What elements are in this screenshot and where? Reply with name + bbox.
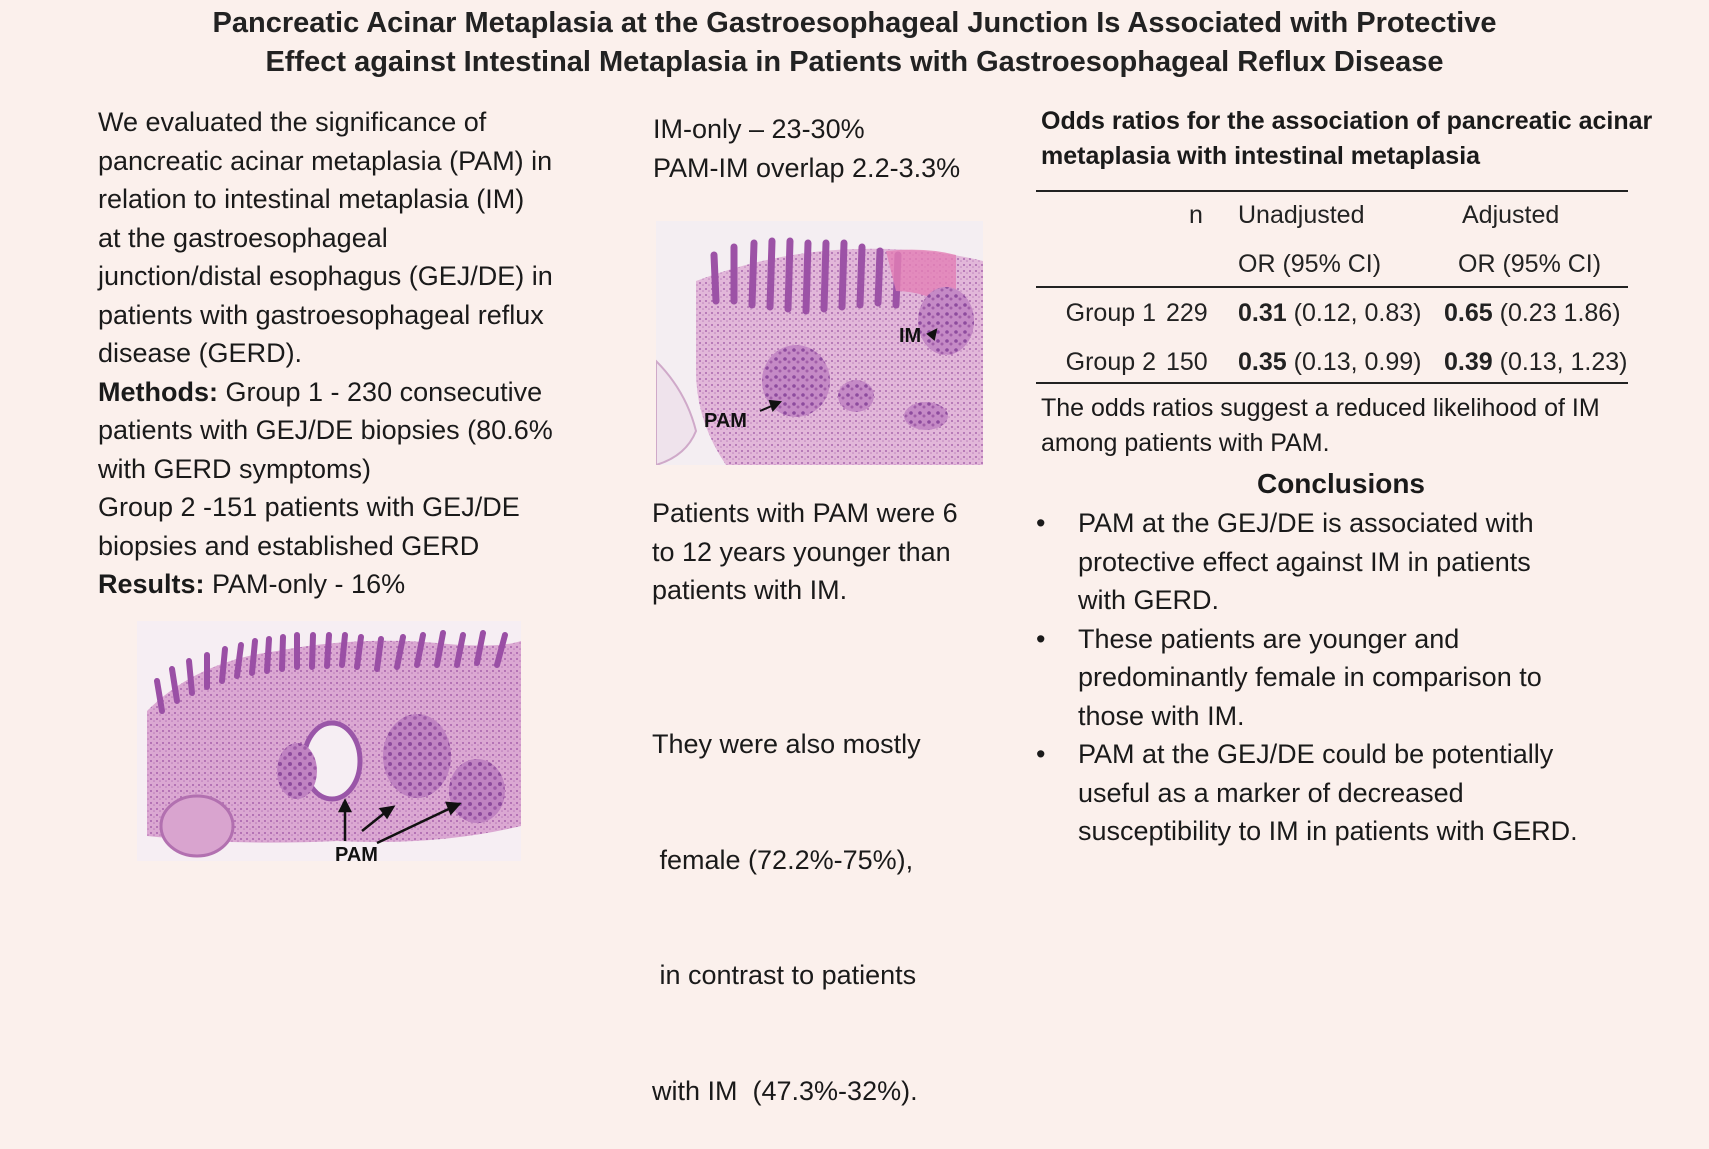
methods-label: Methods:: [98, 376, 218, 407]
unadjusted-ci: (0.13, 0.99): [1286, 348, 1422, 376]
bullet-icon: •: [1036, 623, 1046, 654]
age-line: to 12 years younger than: [652, 536, 951, 567]
table-bottom-rule: [1036, 382, 1628, 384]
n-cell: 150: [1166, 348, 1208, 376]
intro-line: pancreatic acinar metaplasia (PAM) in: [98, 145, 553, 176]
adjusted-or: 0.39: [1444, 348, 1493, 376]
methods-line: with GERD symptoms): [98, 453, 372, 484]
conclusion-line: predominantly female in comparison to: [1078, 662, 1542, 692]
methods-line: patients with GEJ/DE biopsies (80.6%: [98, 415, 553, 445]
results-text: PAM-only - 16%: [204, 569, 406, 599]
header-cell-or-ci: OR (95% CI): [1458, 250, 1602, 278]
adjusted-cell: 0.39 (0.13, 1.23): [1440, 338, 1628, 387]
table-title-line: Odds ratios for the association of pancr…: [1041, 107, 1653, 135]
adjusted-or: 0.65: [1444, 299, 1493, 327]
pam-label: PAM: [704, 410, 747, 432]
conclusion-line: These patients are younger and: [1078, 623, 1460, 654]
table-row: Group 2 150 0.35 (0.13, 0.99) 0.39 (0.13…: [1036, 338, 1628, 387]
table-title: Odds ratios for the association of pancr…: [1041, 104, 1681, 174]
conclusion-line: PAM at the GEJ/DE could be potentially: [1078, 739, 1554, 769]
age-text: Patients with PAM were 6 to 12 years you…: [652, 494, 992, 610]
im-label: IM: [899, 325, 921, 347]
conclusion-item: • PAM at the GEJ/DE is associated with p…: [1036, 504, 1686, 620]
overlap-line: PAM-IM overlap 2.2-3.3%: [653, 152, 961, 183]
header-cell-or-ci: OR (95% CI): [1238, 250, 1382, 278]
female-line: in contrast to patients: [652, 960, 917, 990]
odds-ratio-table: n Unadjusted Adjusted OR (95% CI) OR (95…: [1036, 191, 1628, 387]
header-cell-unadjusted: Unadjusted: [1238, 201, 1365, 229]
bullet-icon: •: [1036, 739, 1046, 769]
conclusion-line: susceptibility to IM in patients with GE…: [1078, 816, 1578, 846]
table-note-line: The odds ratios suggest a reduced likeli…: [1041, 394, 1600, 422]
unadjusted-cell: 0.31 (0.12, 0.83): [1226, 289, 1440, 338]
methods-line: Methods: Group 1 - 230 consecutive: [98, 373, 618, 412]
unadjusted-cell: 0.35 (0.13, 0.99): [1226, 338, 1440, 387]
adjusted-cell: 0.65 (0.23 1.86): [1440, 289, 1628, 338]
age-line: Patients with PAM were 6: [652, 498, 958, 528]
title-line-2: Effect against Intestinal Metaplasia in …: [265, 46, 1444, 78]
conclusion-line: PAM at the GEJ/DE is associated with: [1078, 508, 1534, 538]
adjusted-ci: (0.13, 1.23): [1492, 348, 1628, 376]
intro-line: relation to intestinal metaplasia (IM): [98, 184, 525, 214]
table-note: The odds ratios suggest a reduced likeli…: [1041, 391, 1681, 461]
histology-image-pam-im: IM PAM: [656, 221, 983, 465]
table-header-row: n Unadjusted Adjusted: [1036, 191, 1628, 240]
conclusion-item: • PAM at the GEJ/DE could be potentially…: [1036, 735, 1686, 851]
group2-line: biopsies and established GERD: [98, 530, 480, 561]
female-line: female (72.2%-75%),: [652, 844, 914, 875]
table-row: Group 1 229 0.31 (0.12, 0.83) 0.65 (0.23…: [1036, 289, 1628, 338]
intro-line: patients with gastroesophageal reflux: [98, 299, 544, 330]
results-line: Results: PAM-only - 16%: [98, 565, 618, 604]
female-line: with IM (47.3%-32%).: [652, 1075, 918, 1106]
histology-image-pam-im-drawing: IM PAM: [656, 237, 983, 465]
table-title-line: metaplasia with intestinal metaplasia: [1041, 142, 1481, 170]
title-line-1: Pancreatic Acinar Metaplasia at the Gast…: [212, 7, 1497, 39]
intro-line: disease (GERD).: [98, 338, 303, 368]
group2-line: Group 2 -151 patients with GEJ/DE: [98, 492, 520, 522]
table-top-rule: [1036, 190, 1628, 192]
poster-title: Pancreatic Acinar Metaplasia at the Gast…: [0, 4, 1709, 82]
intro-line: junction/distal esophagus (GEJ/DE) in: [98, 261, 553, 291]
unadjusted-or: 0.35: [1238, 348, 1287, 376]
table-header-rule: [1036, 286, 1628, 288]
intro-line: at the gastroesophageal: [98, 222, 388, 253]
table-header-row: OR (95% CI) OR (95% CI): [1036, 240, 1628, 289]
female-text: They were also mostly female (72.2%-75%)…: [652, 648, 992, 1149]
left-column-text: We evaluated the significance of pancrea…: [98, 103, 618, 604]
conclusion-item: • These patients are younger and predomi…: [1036, 620, 1686, 736]
results-label: Results:: [98, 569, 205, 599]
n-cell: 229: [1166, 299, 1208, 327]
unadjusted-ci: (0.12, 0.83): [1286, 299, 1422, 327]
im-only-line: IM-only – 23-30%: [653, 114, 865, 144]
table-note-line: among patients with PAM.: [1041, 429, 1330, 457]
group-cell: Group 1: [1065, 299, 1156, 327]
header-cell: [1036, 191, 1166, 240]
group-cell: Group 2: [1065, 348, 1156, 376]
conclusion-line: those with IM.: [1078, 700, 1245, 731]
header-cell: [1166, 240, 1226, 289]
histology-image-pam-drawing: PAM: [137, 621, 521, 861]
middle-top-text: IM-only – 23-30% PAM-IM overlap 2.2-3.3%: [653, 110, 973, 187]
header-cell: [1036, 240, 1166, 289]
conclusion-line: with GERD.: [1078, 585, 1220, 615]
conclusion-line: protective effect against IM in patients: [1078, 546, 1531, 577]
conclusions-heading: Conclusions: [1256, 468, 1425, 499]
intro-line: We evaluated the significance of: [98, 107, 487, 137]
conclusion-line: useful as a marker of decreased: [1078, 777, 1464, 808]
pam-label: PAM: [335, 844, 378, 861]
unadjusted-or: 0.31: [1238, 299, 1287, 327]
age-line: patients with IM.: [652, 575, 848, 605]
methods-text: Group 1 - 230 consecutive: [217, 376, 543, 407]
female-line: They were also mostly: [652, 729, 921, 759]
bullet-icon: •: [1036, 508, 1046, 538]
header-cell-adjusted: Adjusted: [1462, 201, 1560, 229]
adjusted-ci: (0.23 1.86): [1492, 299, 1621, 327]
conclusions-list: • PAM at the GEJ/DE is associated with p…: [1036, 504, 1686, 851]
header-cell-n: n: [1189, 201, 1203, 229]
histology-image-pam: PAM: [137, 621, 521, 861]
